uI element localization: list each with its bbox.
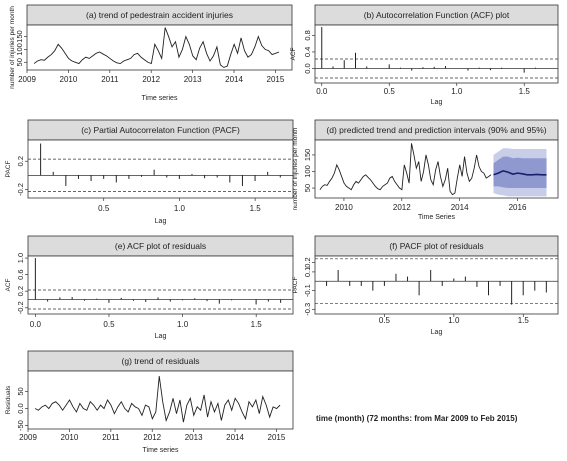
panel-e: (e) ACF plot of residuals 0.0 0.5 1.0 1.5 -0.… (5, 235, 294, 340)
panel-e-plot-area (27, 255, 294, 315)
y-tick-label: 1.0 (16, 253, 25, 263)
x-tick-label: 1.5 (519, 87, 531, 96)
x-axis-label: Lag (155, 218, 167, 225)
panel-a: (a) trend of pedestrain accident injurie… (9, 4, 293, 102)
x-tick-label: 2013 (184, 75, 202, 84)
y-tick-label: 0.2 (16, 286, 25, 296)
panel-a-title: (a) trend of pedestrain accident injurie… (86, 10, 233, 20)
y-tick-label: -0.2 (16, 183, 25, 196)
y-axis-label: PACF (5, 161, 12, 178)
x-tick-label: 2009 (19, 433, 37, 442)
y-tick-label: 100 (15, 43, 24, 56)
y-tick-label: 0.0 (303, 63, 312, 73)
y-tick-label: 50 (303, 184, 312, 192)
x-tick-label: 1.0 (448, 316, 460, 325)
y-tick-label: 150 (15, 30, 24, 43)
prediction-interval-90 (493, 156, 547, 189)
panel-g-plot-area (27, 370, 294, 430)
x-axis-label: Lag (431, 99, 443, 106)
series-line (34, 376, 281, 423)
y-tick-label: 0.2 (16, 156, 25, 166)
x-tick-label: 0.5 (98, 204, 110, 213)
panel-d: (d) predicted trend and prediction inter… (292, 119, 559, 221)
panel-b-plot-area (314, 24, 559, 84)
x-tick-label: 0.5 (103, 320, 115, 329)
x-tick-label: 1.5 (251, 320, 263, 329)
y-tick-label: 0.1 (303, 267, 312, 277)
x-tick-label: 2014 (451, 203, 469, 212)
x-axis-label: Time series (143, 447, 179, 454)
panel-f-plot-area (314, 255, 559, 315)
y-tick-label: 0.8 (303, 30, 312, 40)
x-tick-label: 2012 (142, 75, 160, 84)
x-axis-label: Time Series (418, 214, 456, 221)
figure-caption: time (month) (72 months: from Mar 2009 t… (316, 414, 518, 423)
x-tick-label: 2014 (226, 433, 244, 442)
panel-a-plot-area (26, 24, 293, 71)
x-axis-label: Lag (155, 333, 167, 340)
x-tick-label: 1.5 (518, 316, 530, 325)
x-tick-label: 2012 (143, 433, 161, 442)
x-tick-label: 2014 (225, 75, 243, 84)
panel-f-title: (f) PACF plot of residuals (389, 241, 483, 251)
x-tick-label: 0.0 (316, 87, 328, 96)
y-tick-label: -0.2 (16, 301, 25, 314)
x-tick-label: 2010 (335, 203, 353, 212)
panel-g: (g) trend of residuals 2009 2010 2011 2012 20… (5, 350, 294, 454)
y-tick-label: 0.6 (16, 269, 25, 279)
y-tick-label: 0.4 (303, 47, 312, 57)
y-axis-label: ACF (5, 278, 12, 291)
y-tick-label: 0.2 (303, 257, 312, 267)
y-axis-label: number of injuries per month (292, 127, 299, 210)
y-tick-label: 100 (303, 165, 312, 178)
panel-b: (b) Autocorrelation Function (ACF) plot 0… (290, 4, 559, 106)
y-tick-label: 50 (15, 58, 24, 66)
y-tick-label: -50 (16, 420, 25, 431)
panel-c: (c) Partial Autocorrelaton Function (PAC… (5, 119, 294, 225)
y-axis-label: ACF (290, 47, 297, 60)
panel-g-title: (g) trend of residuals (122, 356, 200, 366)
x-tick-label: 2013 (185, 433, 203, 442)
panel-e-title: (e) ACF plot of residuals (115, 241, 206, 251)
y-tick-label: -0.3 (303, 303, 312, 316)
x-axis-label: Lag (431, 329, 443, 336)
panel-d-title: (d) predicted trend and prediction inter… (326, 125, 546, 135)
y-tick-label: -0.1 (303, 284, 312, 297)
x-tick-label: 0.0 (30, 320, 42, 329)
series-line (33, 27, 280, 68)
forecast-line (493, 169, 547, 176)
panel-c-title: (c) Partial Autocorrelaton Function (PAC… (81, 125, 240, 135)
y-tick-label: 50 (16, 387, 25, 395)
y-tick-label: 0.0 (16, 403, 25, 413)
x-tick-label: 0.5 (384, 87, 396, 96)
x-tick-label: 2011 (102, 433, 120, 442)
y-axis-label: PACF (292, 277, 299, 294)
panel-c-plot-area (27, 139, 294, 199)
x-tick-label: 1.0 (177, 320, 189, 329)
y-tick-label: 150 (303, 149, 312, 162)
x-tick-label: 2011 (101, 75, 119, 84)
x-tick-label: 2015 (267, 75, 285, 84)
x-tick-label: 1.5 (250, 204, 262, 213)
panel-f: (f) PACF plot of residuals 0.5 1.0 1.5 -0.3 -… (292, 235, 559, 336)
x-axis-label: Time series (142, 95, 178, 102)
y-axis-label: number of injuries per month (9, 6, 16, 89)
x-tick-label: 2012 (393, 203, 411, 212)
x-tick-label: 2010 (60, 75, 78, 84)
x-tick-label: 2009 (18, 75, 36, 84)
x-tick-label: 1.0 (451, 87, 463, 96)
panel-b-title: (b) Autocorrelation Function (ACF) plot (364, 10, 510, 20)
x-tick-label: 2015 (268, 433, 286, 442)
x-tick-label: 2016 (509, 203, 527, 212)
x-tick-label: 2010 (61, 433, 79, 442)
series-line (319, 143, 492, 196)
x-tick-label: 1.0 (174, 204, 186, 213)
y-axis-label: Residuals (5, 385, 12, 414)
x-tick-label: 0.5 (379, 316, 391, 325)
